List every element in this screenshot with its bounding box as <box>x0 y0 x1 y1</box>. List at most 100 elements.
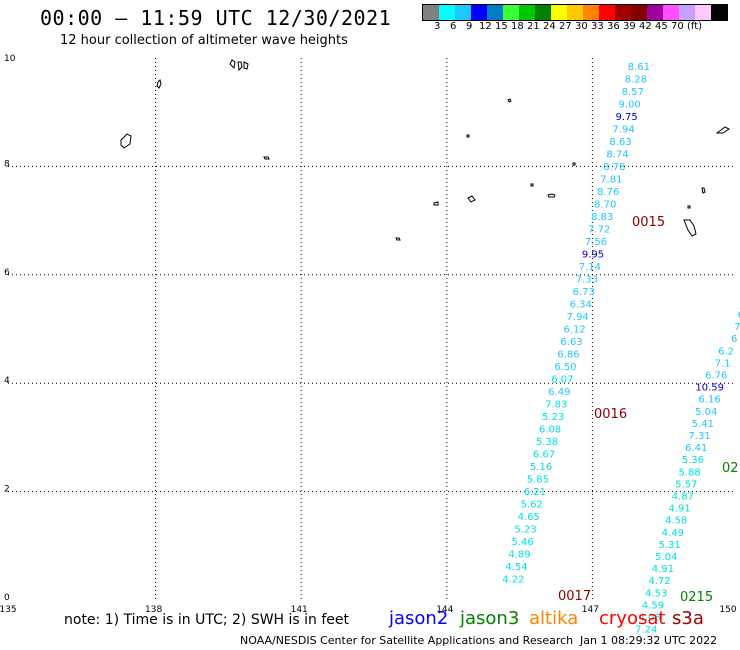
wave-height-value: 7.24 <box>635 625 657 636</box>
wave-height-value: 8.63 <box>609 137 631 148</box>
satellite-cryosat: cryosat <box>599 608 665 629</box>
satellite-s3a: s3a <box>672 608 704 629</box>
wave-height-value: 7.83 <box>545 400 567 411</box>
wave-height-value: 7.94 <box>567 312 589 323</box>
satellite-jason3-label: jason3 <box>460 608 520 629</box>
wave-height-value: 6.34 <box>570 300 592 311</box>
island-outline <box>687 205 691 209</box>
map-title: 00:00 – 11:59 UTC 12/30/2021 <box>40 6 392 30</box>
island-outline <box>263 156 270 160</box>
legend-swatch <box>695 5 711 20</box>
lon-tick-label: 138 <box>145 605 162 615</box>
map-subtitle: 12 hour collection of altimeter wave hei… <box>60 33 348 48</box>
legend-swatch <box>439 5 455 20</box>
wave-height-value: 6.50 <box>554 362 576 373</box>
wave-height-value: 6.86 <box>557 350 579 361</box>
legend-swatch <box>487 5 503 20</box>
lon-tick-label: 150 <box>719 605 736 615</box>
satellite-jason2-label: jason2 <box>389 608 449 629</box>
wave-height-value: 6.12 <box>563 325 585 336</box>
wave-height-value: 5.04 <box>655 552 677 563</box>
color-legend-bar <box>422 4 728 21</box>
wave-height-value: 6 <box>731 334 737 345</box>
wave-height-value: 6.21 <box>524 487 546 498</box>
wave-height-value: 8.74 <box>606 150 628 161</box>
units-note: note: 1) Time is in UTC; 2) SWH is in fe… <box>64 612 350 628</box>
wave-height-value: 4.89 <box>508 550 530 561</box>
wave-height-value: 5.04 <box>695 407 717 418</box>
legend-swatch <box>503 5 519 20</box>
satellite-altika-label: altika <box>529 608 579 629</box>
wave-height-value: 4.72 <box>648 576 670 587</box>
wave-height-value: 6.63 <box>560 337 582 348</box>
wave-height-value: 5.23 <box>542 412 564 423</box>
wave-height-value: 4.59 <box>642 600 664 611</box>
wave-height-value: 5.31 <box>658 540 680 551</box>
island-outline <box>547 193 556 198</box>
lon-tick-label: 147 <box>582 605 599 615</box>
island-outline <box>572 162 576 166</box>
legend-swatch <box>647 5 663 20</box>
lon-tick-label: 135 <box>0 605 17 615</box>
island-outline <box>433 201 439 206</box>
satellite-jason3: jason3 <box>460 608 519 629</box>
wave-height-value: 6.73 <box>573 287 595 298</box>
legend-label: 6 <box>450 21 457 32</box>
wave-height-value: 4.22 <box>502 575 524 586</box>
wave-height-value: 6.16 <box>698 395 720 406</box>
legend-swatch <box>615 5 631 20</box>
wave-height-value: 5.46 <box>511 537 533 548</box>
wave-height-value: 7.94 <box>612 125 634 136</box>
wave-height-value: 8.61 <box>628 62 650 73</box>
legend-label: 45 <box>655 21 668 32</box>
wave-height-value: 8.57 <box>622 87 644 98</box>
island-outline <box>701 187 706 194</box>
wave-height-value: 9.95 <box>582 250 604 261</box>
legend-label: 12 <box>479 21 492 32</box>
wave-height-value: 6.07 <box>551 375 573 386</box>
wave-height-value: 7.31 <box>688 431 710 442</box>
wave-height-value: 5.36 <box>682 455 704 466</box>
island-outline <box>467 195 476 203</box>
island-outline <box>507 98 512 103</box>
island-outline <box>156 79 162 89</box>
lat-tick-label: 4 <box>4 376 10 386</box>
legend-swatch <box>455 5 471 20</box>
wave-height-value: 5.41 <box>692 419 714 430</box>
legend-label: 33 <box>591 21 604 32</box>
wave-height-value: 4.65 <box>518 512 540 523</box>
wave-height-value: 4.58 <box>665 516 687 527</box>
legend-label: 36 <box>607 21 620 32</box>
pass-time-label: 0016 <box>594 407 627 422</box>
legend-swatch <box>679 5 695 20</box>
wave-height-value: 4.53 <box>645 588 667 599</box>
island-outline <box>683 219 697 237</box>
legend-label: 18 <box>511 21 524 32</box>
wave-height-value: 5.38 <box>536 437 558 448</box>
wave-height-value: 6.76 <box>705 371 727 382</box>
wave-height-value: 6.2 <box>718 346 734 357</box>
pass-time-label: 0015 <box>632 215 665 230</box>
wave-height-value: 7.33 <box>576 275 598 286</box>
legend-swatch <box>663 5 679 20</box>
wave-height-value: 7.1 <box>715 358 731 369</box>
legend-swatch <box>423 5 439 20</box>
satellite-jason2: jason2 <box>389 608 448 629</box>
lat-tick-label: 2 <box>4 485 10 495</box>
lat-tick-label: 8 <box>4 159 10 169</box>
wave-height-value: 5.23 <box>515 525 537 536</box>
wave-height-value: 4.91 <box>668 504 690 515</box>
satellite-altika: altika <box>529 608 578 629</box>
wave-height-value: 5.88 <box>678 467 700 478</box>
legend-swatch <box>567 5 583 20</box>
wave-height-value: 8.70 <box>594 200 616 211</box>
wave-height-value: 7.72 <box>588 225 610 236</box>
wave-height-value: 7.56 <box>585 237 607 248</box>
wave-height-value: 8.76 <box>597 187 619 198</box>
legend-label: 39 <box>623 21 636 32</box>
legend-label: (ft) <box>687 21 703 32</box>
wave-height-value: 4.54 <box>505 562 527 573</box>
lat-tick-label: 0 <box>4 593 10 603</box>
island-outline <box>530 183 534 187</box>
